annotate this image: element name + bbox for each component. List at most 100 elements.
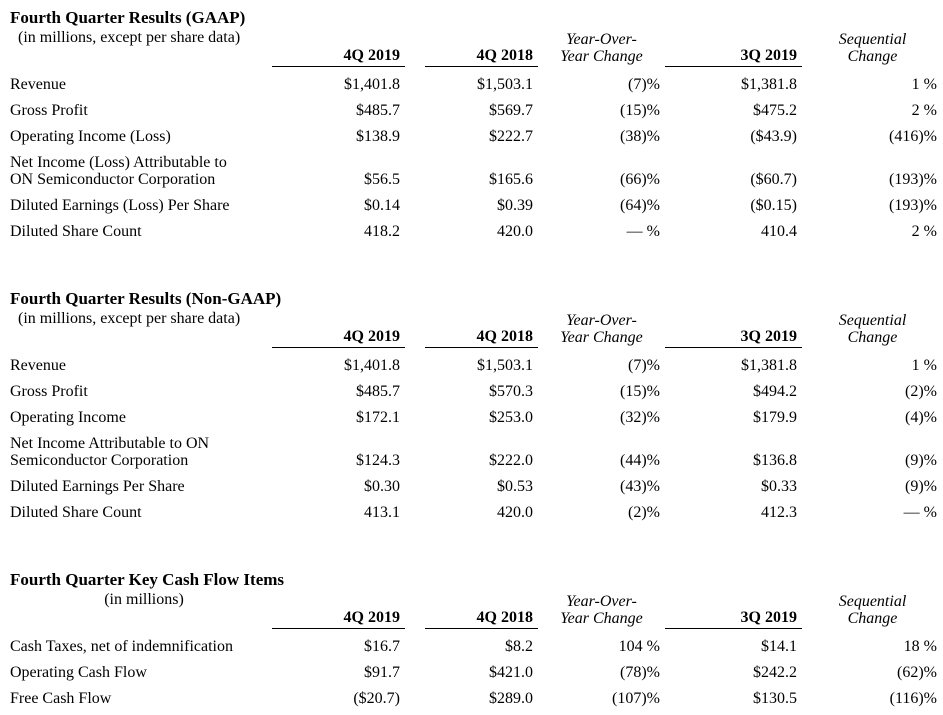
cell-3q2019: ($43.9) <box>750 128 797 145</box>
cell-4q2019: $1,401.8 <box>344 76 400 93</box>
cell-yoy-change: (107)% <box>612 690 660 707</box>
cell-sequential-change: 2 % <box>911 223 937 240</box>
table-header-row: (in millions) 4Q 2019 4Q 2018 Year-Over-… <box>10 591 943 629</box>
table-row: Net Income (Loss) Attributable to ON Sem… <box>10 154 943 188</box>
table-row: Operating Income $172.1 $253.0 (32)% $179.9 (… <box>10 409 943 426</box>
table-row: Diluted Earnings Per Share $0.30 $0.53 (43)… <box>10 478 943 495</box>
col-header-yoy-change: Year-Over- Year Change <box>560 31 643 65</box>
cell-3q2019: $242.2 <box>753 664 797 681</box>
row-label: Cash Taxes, net of indemnification <box>10 638 233 655</box>
row-label: Net Income Attributable to ON Semiconduc… <box>10 435 210 469</box>
col-header-yoy-change: Year-Over- Year Change <box>560 312 643 346</box>
cell-4q2018: $421.0 <box>489 664 533 681</box>
cell-sequential-change: (416)% <box>889 128 937 145</box>
cell-3q2019: ($0.15) <box>750 197 797 214</box>
cell-3q2019: 410.4 <box>761 223 797 240</box>
table-body: Revenue $1,401.8 $1,503.1 (7)% $1,381.8 1 % Gr… <box>10 76 943 240</box>
table-row: Diluted Share Count 418.2 420.0 — % 410.4 2 % <box>10 223 943 240</box>
cell-sequential-change: (4)% <box>905 409 937 426</box>
cell-yoy-change: 104 % <box>618 638 660 655</box>
cell-4q2019: $0.14 <box>364 197 400 214</box>
cell-4q2018: $1,503.1 <box>477 357 533 374</box>
table-row: Operating Cash Flow $91.7 $421.0 (78)% $242.… <box>10 664 943 681</box>
cell-sequential-change: (9)% <box>905 452 937 469</box>
col-header-4q2019: 4Q 2019 <box>272 327 405 348</box>
cell-sequential-change: 18 % <box>903 638 937 655</box>
cell-4q2018: 420.0 <box>497 504 533 521</box>
row-label: Diluted Share Count <box>10 223 142 240</box>
cell-4q2019: $172.1 <box>356 409 400 426</box>
cell-sequential-change: — % <box>903 504 937 521</box>
table-row: Cash Taxes, net of indemnification $16.7 $… <box>10 638 943 655</box>
row-label: Free Cash Flow <box>10 690 112 707</box>
cell-3q2019: $475.2 <box>753 102 797 119</box>
cell-4q2019: $1,401.8 <box>344 357 400 374</box>
cell-3q2019: ($60.7) <box>750 171 797 188</box>
cell-yoy-change: (66)% <box>620 171 660 188</box>
table-key-cash-flow-items: Fourth Quarter Key Cash Flow Items (in m… <box>10 570 943 707</box>
cell-yoy-change: (38)% <box>620 128 660 145</box>
cell-4q2018: $253.0 <box>489 409 533 426</box>
table-row: Net Income Attributable to ON Semiconduc… <box>10 435 943 469</box>
table-row: Free Cash Flow ($20.7) $289.0 (107)% $130.5 (… <box>10 690 943 707</box>
cell-4q2019: $16.7 <box>364 638 400 655</box>
table-header-row: (in millions, except per share data) 4Q … <box>10 29 943 67</box>
row-label: Operating Income (Loss) <box>10 128 171 145</box>
cell-4q2019: 413.1 <box>364 504 400 521</box>
cell-3q2019: $494.2 <box>753 383 797 400</box>
table-row: Diluted Share Count 413.1 420.0 (2)% 412.3 — … <box>10 504 943 521</box>
table-row: Operating Income (Loss) $138.9 $222.7 (38)%… <box>10 128 943 145</box>
cell-4q2018: $165.6 <box>489 171 533 188</box>
cell-4q2019: $0.30 <box>364 478 400 495</box>
col-header-4q2019: 4Q 2019 <box>272 608 405 629</box>
row-label: Operating Income <box>10 409 126 426</box>
cell-3q2019: $14.1 <box>761 638 797 655</box>
col-header-3q2019: 3Q 2019 <box>665 46 802 67</box>
table-gaap-results: Fourth Quarter Results (GAAP) (in millio… <box>10 8 943 240</box>
cell-4q2018: 420.0 <box>497 223 533 240</box>
cell-4q2018: $0.39 <box>497 197 533 214</box>
cell-yoy-change: (15)% <box>620 102 660 119</box>
cell-4q2019: $138.9 <box>356 128 400 145</box>
cell-sequential-change: 2 % <box>911 102 937 119</box>
col-header-4q2018: 4Q 2018 <box>425 608 538 629</box>
cell-sequential-change: (116)% <box>889 690 937 707</box>
cell-4q2018: $8.2 <box>505 638 533 655</box>
table-subtitle: (in millions, except per share data) <box>18 310 241 327</box>
cell-4q2018: $570.3 <box>489 383 533 400</box>
row-label: Operating Cash Flow <box>10 664 147 681</box>
col-header-yoy-change: Year-Over- Year Change <box>560 593 643 627</box>
cell-3q2019: $0.33 <box>761 478 797 495</box>
col-header-4q2018: 4Q 2018 <box>425 46 538 67</box>
col-header-3q2019: 3Q 2019 <box>665 608 802 629</box>
cell-4q2019: $485.7 <box>356 102 400 119</box>
table-title: Fourth Quarter Results (GAAP) <box>10 8 246 27</box>
cell-yoy-change: (7)% <box>628 76 660 93</box>
col-header-sequential-change: Sequential Change <box>838 312 907 346</box>
cell-yoy-change: (64)% <box>620 197 660 214</box>
cell-yoy-change: (43)% <box>620 478 660 495</box>
row-label: Gross Profit <box>10 383 88 400</box>
cell-4q2019: 418.2 <box>364 223 400 240</box>
row-label: Revenue <box>10 76 66 93</box>
table-body: Cash Taxes, net of indemnification $16.7 $… <box>10 638 943 707</box>
cell-4q2019: $91.7 <box>364 664 400 681</box>
cell-4q2018: $0.53 <box>497 478 533 495</box>
cell-sequential-change: 1 % <box>911 357 937 374</box>
cell-sequential-change: (9)% <box>905 478 937 495</box>
cell-sequential-change: (193)% <box>889 171 937 188</box>
cell-yoy-change: (2)% <box>628 504 660 521</box>
cell-sequential-change: (2)% <box>905 383 937 400</box>
cell-4q2018: $222.0 <box>489 452 533 469</box>
cell-yoy-change: (7)% <box>628 357 660 374</box>
cell-3q2019: $130.5 <box>753 690 797 707</box>
row-label: Net Income (Loss) Attributable to ON Sem… <box>10 154 227 188</box>
cell-yoy-change: (32)% <box>620 409 660 426</box>
row-label: Diluted Earnings Per Share <box>10 478 185 495</box>
cell-4q2018: $222.7 <box>489 128 533 145</box>
cell-4q2018: $569.7 <box>489 102 533 119</box>
table-subtitle: (in millions, except per share data) <box>18 29 241 46</box>
cell-yoy-change: (78)% <box>620 664 660 681</box>
table-title: Fourth Quarter Key Cash Flow Items <box>10 570 285 589</box>
